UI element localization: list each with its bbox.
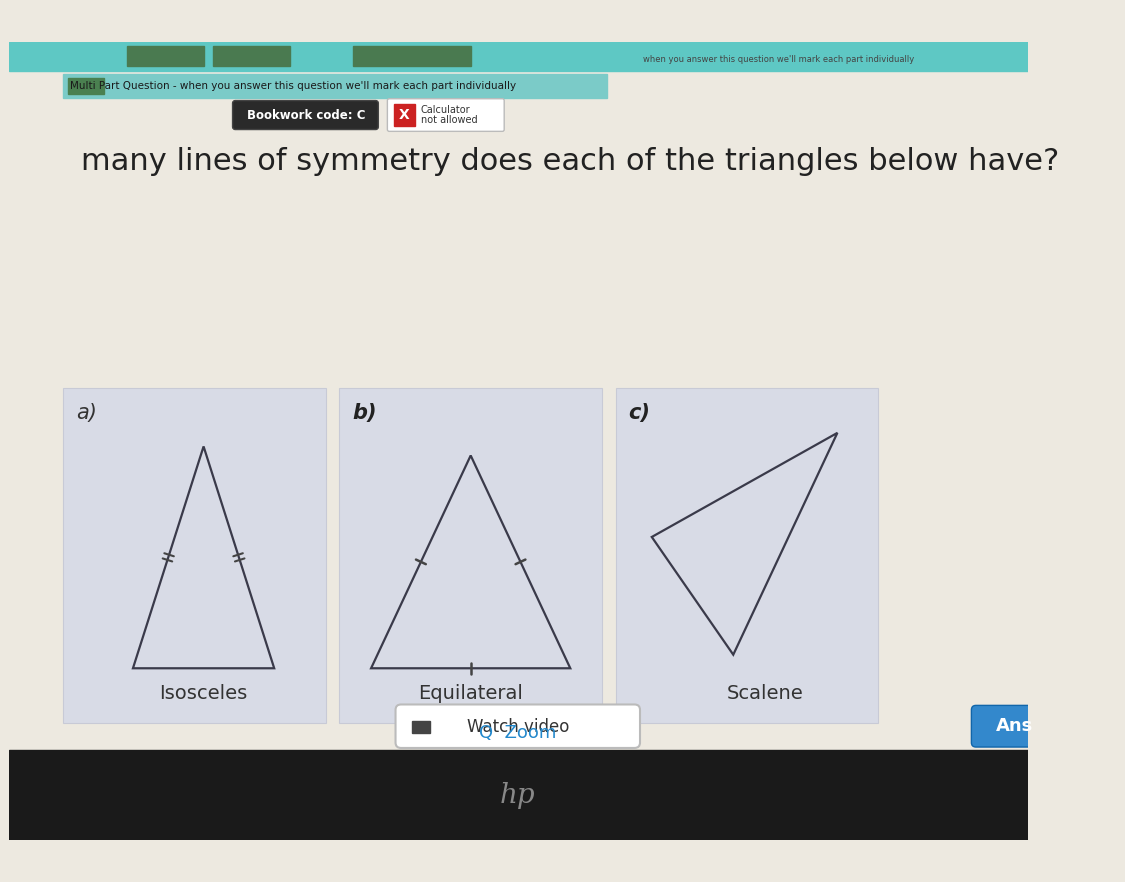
FancyBboxPatch shape xyxy=(396,705,640,748)
Text: not allowed: not allowed xyxy=(421,116,477,125)
Text: Scalene: Scalene xyxy=(727,684,803,703)
Text: hp: hp xyxy=(500,781,536,809)
Text: Calculator: Calculator xyxy=(421,105,470,115)
FancyBboxPatch shape xyxy=(340,387,602,722)
Bar xyxy=(68,78,104,94)
FancyBboxPatch shape xyxy=(387,99,504,131)
Text: when you answer this question we'll mark each part individually: when you answer this question we'll mark… xyxy=(642,56,914,64)
Text: X: X xyxy=(399,108,410,122)
FancyBboxPatch shape xyxy=(971,706,1045,747)
Text: Q  Zoom: Q Zoom xyxy=(479,724,557,743)
Bar xyxy=(9,750,1027,841)
Bar xyxy=(127,46,204,66)
Text: Bookwork code: C: Bookwork code: C xyxy=(246,108,366,122)
Text: Equilateral: Equilateral xyxy=(418,684,523,703)
Text: Multi Part Question - when you answer this question we'll mark each part individ: Multi Part Question - when you answer th… xyxy=(70,81,515,91)
Text: a): a) xyxy=(75,403,97,423)
FancyBboxPatch shape xyxy=(615,387,879,722)
Text: Isosceles: Isosceles xyxy=(160,684,248,703)
Text: Watch video: Watch video xyxy=(467,718,569,736)
Text: c): c) xyxy=(628,403,650,423)
FancyBboxPatch shape xyxy=(233,101,378,130)
Bar xyxy=(213,46,289,66)
FancyBboxPatch shape xyxy=(63,387,326,722)
Bar xyxy=(9,41,1027,71)
Bar xyxy=(394,104,415,126)
Text: b): b) xyxy=(352,403,377,423)
Bar xyxy=(412,721,430,734)
Text: Ans: Ans xyxy=(996,717,1033,736)
Text: many lines of symmetry does each of the triangles below have?: many lines of symmetry does each of the … xyxy=(81,146,1060,176)
Bar xyxy=(353,46,470,66)
Bar xyxy=(63,74,606,98)
